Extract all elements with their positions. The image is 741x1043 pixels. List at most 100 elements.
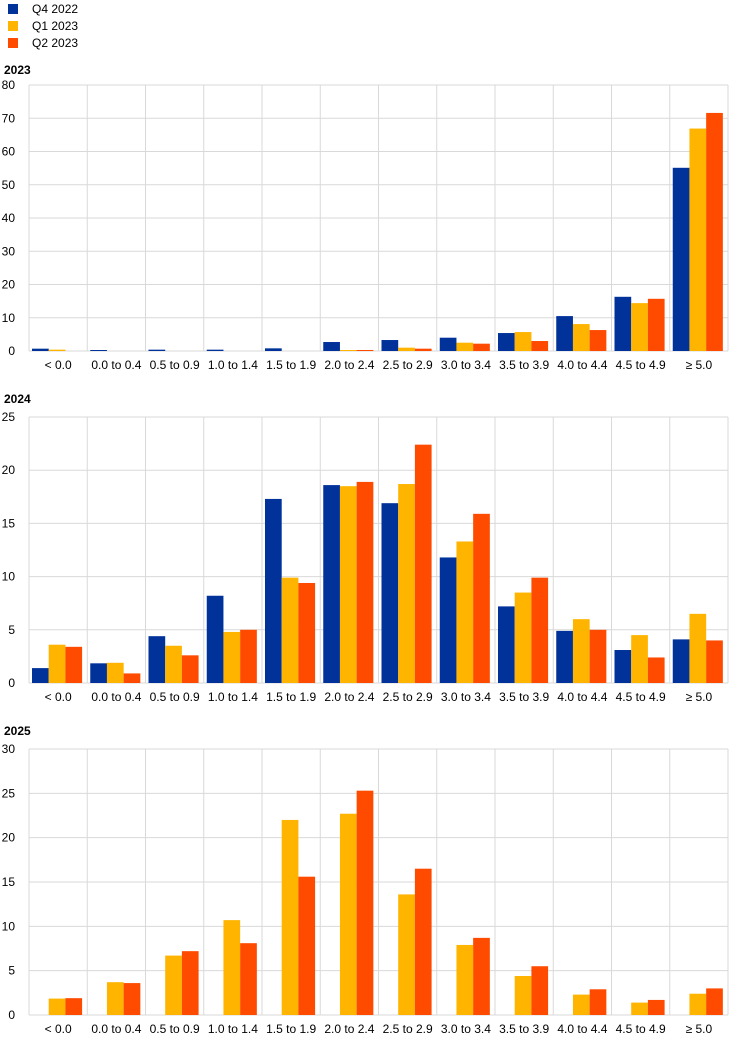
- legend-swatch: [8, 3, 18, 14]
- chart-title-2023: 2023: [4, 63, 31, 77]
- bar-q2-2023: [298, 876, 316, 1015]
- y-tick-label: 5: [8, 623, 15, 637]
- x-tick-label: 1.0 to 1.4: [208, 358, 258, 372]
- bar-q4-2022: [381, 503, 399, 683]
- x-tick-label: 0.5 to 0.9: [150, 1022, 200, 1036]
- legend: Q4 2022 Q1 2023 Q2 2023: [8, 0, 78, 51]
- bar-q2-2023: [531, 577, 549, 683]
- x-tick-label: 4.0 to 4.4: [557, 690, 607, 704]
- bar-q4-2022: [556, 316, 573, 351]
- bar-q1-2023: [572, 619, 590, 683]
- bar-q1-2023: [48, 644, 66, 683]
- bar-q1-2023: [631, 303, 648, 351]
- x-tick-label: 1.5 to 1.9: [266, 358, 316, 372]
- bar-q2-2023: [414, 348, 432, 351]
- x-tick-label: < 0.0: [45, 1022, 72, 1036]
- legend-swatch: [8, 20, 18, 31]
- bar-q1-2023: [398, 894, 415, 1015]
- x-tick-label: < 0.0: [45, 358, 72, 372]
- bar-q4-2022: [206, 349, 224, 351]
- bar-q1-2023: [514, 592, 532, 683]
- y-tick-label: 20: [2, 278, 16, 292]
- x-tick-label: ≥ 5.0: [686, 1022, 713, 1036]
- x-tick-label: 1.0 to 1.4: [208, 690, 258, 704]
- bar-q2-2023: [356, 481, 374, 683]
- bar-q4-2022: [148, 349, 166, 351]
- x-tick-label: 4.5 to 4.9: [616, 1022, 666, 1036]
- bar-q2-2023: [589, 330, 607, 351]
- x-tick-label: 4.5 to 4.9: [616, 690, 666, 704]
- bar-q4-2022: [381, 340, 399, 351]
- bar-q4-2022: [90, 350, 107, 351]
- y-tick-label: 70: [2, 111, 16, 125]
- x-tick-label: 4.5 to 4.9: [616, 358, 666, 372]
- x-tick-label: 0.5 to 0.9: [150, 690, 200, 704]
- bar-q1-2023: [48, 998, 66, 1015]
- y-tick-label: 0: [8, 676, 15, 690]
- bar-q4-2022: [672, 639, 690, 683]
- bar-q2-2023: [356, 790, 374, 1015]
- bar-q4-2022: [439, 337, 457, 351]
- bar-q2-2023: [414, 444, 432, 683]
- bar-q2-2023: [65, 646, 83, 683]
- bar-q1-2023: [689, 993, 707, 1015]
- bar-q1-2023: [281, 819, 299, 1015]
- bar-q1-2023: [165, 955, 182, 1015]
- bar-q1-2023: [281, 577, 299, 683]
- bar-q4-2022: [672, 167, 690, 351]
- x-tick-label: 4.0 to 4.4: [557, 358, 607, 372]
- bar-q1-2023: [572, 324, 590, 351]
- bar-q2-2023: [706, 640, 723, 683]
- legend-label: Q4 2022: [32, 1, 79, 16]
- y-tick-label: 0: [8, 1008, 15, 1022]
- y-tick-label: 50: [2, 178, 16, 192]
- x-tick-label: 3.0 to 3.4: [441, 1022, 491, 1036]
- bar-q2-2023: [473, 343, 490, 351]
- bar-q2-2023: [647, 999, 665, 1015]
- bar-q2-2023: [181, 951, 199, 1015]
- bar-q4-2022: [32, 668, 49, 683]
- y-tick-label: 40: [2, 211, 16, 225]
- bar-q2-2023: [589, 989, 607, 1015]
- bar-q2-2023: [298, 582, 316, 683]
- legend-swatch: [8, 37, 18, 48]
- x-tick-label: 2.5 to 2.9: [383, 690, 433, 704]
- x-tick-label: 2.0 to 2.4: [324, 690, 374, 704]
- bar-q1-2023: [631, 1002, 648, 1015]
- chart-2025: 0 5 10 15 20 25 30 < 0.0 0.0 to 0.4 0.5 to 0.9 1.0…: [2, 742, 729, 1036]
- bar-q4-2022: [265, 348, 282, 351]
- legend-item-q2-2023: Q2 2023: [8, 34, 78, 51]
- y-tick-label: 30: [2, 244, 16, 258]
- y-tick-label: 10: [2, 311, 16, 325]
- y-tick-label: 15: [2, 516, 16, 530]
- bar-q2-2023: [473, 513, 490, 683]
- chart-title-2024: 2024: [4, 392, 31, 406]
- chart-2024: 0 5 10 15 20 25 < 0.0 0.0 to 0.4 0.5 to 0.9 1.0 t…: [2, 410, 729, 704]
- bar-q1-2023: [165, 645, 182, 683]
- bar-q4-2022: [265, 498, 282, 683]
- bar-q4-2022: [90, 663, 107, 683]
- y-tick-label: 10: [2, 570, 16, 584]
- x-tick-label: 2.5 to 2.9: [383, 358, 433, 372]
- chart-2023: 0 10 20 30 40 50 60 70 80 < 0.0 0.0 to 0.4 0.5 to 0…: [2, 78, 729, 372]
- bar-q4-2022: [439, 557, 457, 683]
- bar-q4-2022: [614, 296, 632, 351]
- x-tick-label: 1.0 to 1.4: [208, 1022, 258, 1036]
- bar-q4-2022: [614, 650, 632, 683]
- y-tick-label: 10: [2, 919, 16, 933]
- x-tick-label: 0.0 to 0.4: [91, 1022, 141, 1036]
- bar-q1-2023: [398, 347, 415, 351]
- x-tick-label: < 0.0: [45, 690, 72, 704]
- bar-q1-2023: [514, 975, 532, 1015]
- bar-q2-2023: [531, 341, 549, 351]
- y-tick-label: 30: [2, 742, 16, 756]
- bar-q2-2023: [531, 966, 549, 1015]
- x-tick-label: 3.0 to 3.4: [441, 358, 491, 372]
- legend-item-q4-2022: Q4 2022: [8, 0, 78, 17]
- bar-q2-2023: [65, 998, 83, 1015]
- bar-q2-2023: [414, 868, 432, 1015]
- bar-q1-2023: [223, 920, 241, 1015]
- x-tick-label: 2.5 to 2.9: [383, 1022, 433, 1036]
- x-tick-label: 3.5 to 3.9: [499, 358, 549, 372]
- bar-q2-2023: [647, 298, 665, 351]
